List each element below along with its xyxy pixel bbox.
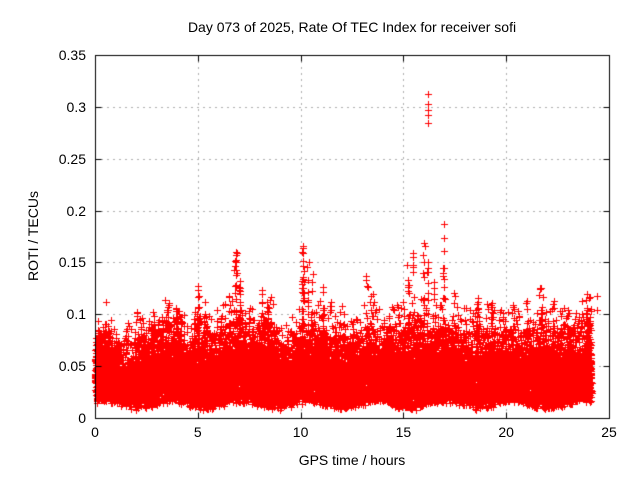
y-tick-label: 0.25 (58, 150, 86, 167)
y-tick-label: 0.3 (66, 98, 86, 115)
x-tick-label: 15 (395, 424, 412, 440)
x-tick-label: 25 (601, 424, 617, 440)
y-tick-label: 0.15 (58, 254, 86, 271)
chart-title: Day 073 of 2025, Rate Of TEC Index for r… (187, 19, 517, 35)
x-tick-label: 0 (91, 424, 99, 440)
x-tick-label: 10 (292, 424, 309, 440)
y-tick-label: 0 (78, 410, 86, 426)
x-tick-label: 5 (193, 424, 202, 440)
y-tick-label: 0.35 (58, 47, 86, 63)
x-tick-label: 20 (498, 424, 514, 440)
y-tick-label: 0.2 (66, 202, 86, 219)
x-axis-label: GPS time / hours (298, 452, 406, 468)
y-tick-label: 0.05 (58, 358, 86, 375)
y-tick-label: 0.1 (66, 306, 86, 323)
